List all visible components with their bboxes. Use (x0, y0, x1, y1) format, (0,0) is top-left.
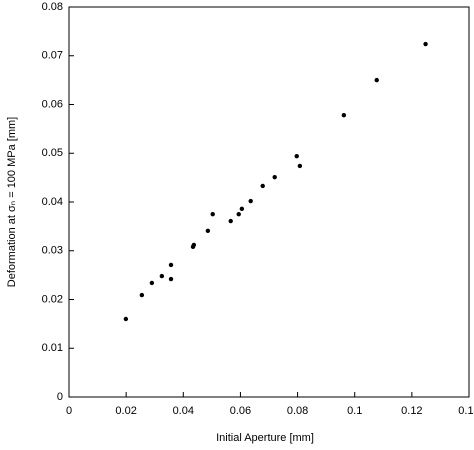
point (228, 218, 233, 224)
y-tick-label: 0.05 (42, 147, 63, 159)
point (205, 228, 211, 233)
point (297, 163, 303, 169)
x-tick-label: 0.04 (173, 405, 194, 417)
point (168, 262, 174, 268)
y-tick-label: 0.04 (42, 196, 63, 208)
x-tick-label: 0.06 (230, 405, 251, 417)
y-tick-label: 0.08 (42, 1, 63, 13)
x-axis-label: Initial Aperture [mm] (216, 432, 314, 444)
y-tick-label: 0.07 (42, 50, 63, 62)
point (374, 77, 379, 83)
x-tick-label: 0 (66, 405, 72, 417)
point (294, 153, 299, 159)
x-tick-label: 0.14 (458, 405, 474, 417)
x-tick-label: 0.1 (347, 405, 362, 417)
point (159, 273, 165, 279)
point (423, 41, 428, 47)
point (210, 211, 215, 217)
y-tick-label: 0.01 (42, 342, 63, 354)
point (123, 316, 129, 322)
point (139, 292, 145, 298)
y-axis-label: Deformation at σₙ = 100 MPa [mm] (6, 117, 18, 287)
y-tick-label: 0.06 (42, 98, 63, 110)
y-tick-label: 0 (57, 391, 63, 403)
y-tick-label: 0.03 (42, 245, 63, 257)
point (191, 242, 197, 248)
point (149, 280, 155, 286)
point (239, 206, 245, 212)
x-tick-label: 0.12 (401, 405, 422, 417)
y-tick-label: 0.02 (42, 293, 63, 305)
point (260, 183, 265, 189)
point (248, 198, 253, 204)
x-tick-label: 0.02 (115, 405, 136, 417)
x-tick-label: 0.08 (287, 405, 308, 417)
point (236, 211, 241, 217)
plot-frame (68, 6, 470, 398)
point (168, 276, 174, 282)
point (272, 174, 277, 180)
point (341, 113, 347, 118)
